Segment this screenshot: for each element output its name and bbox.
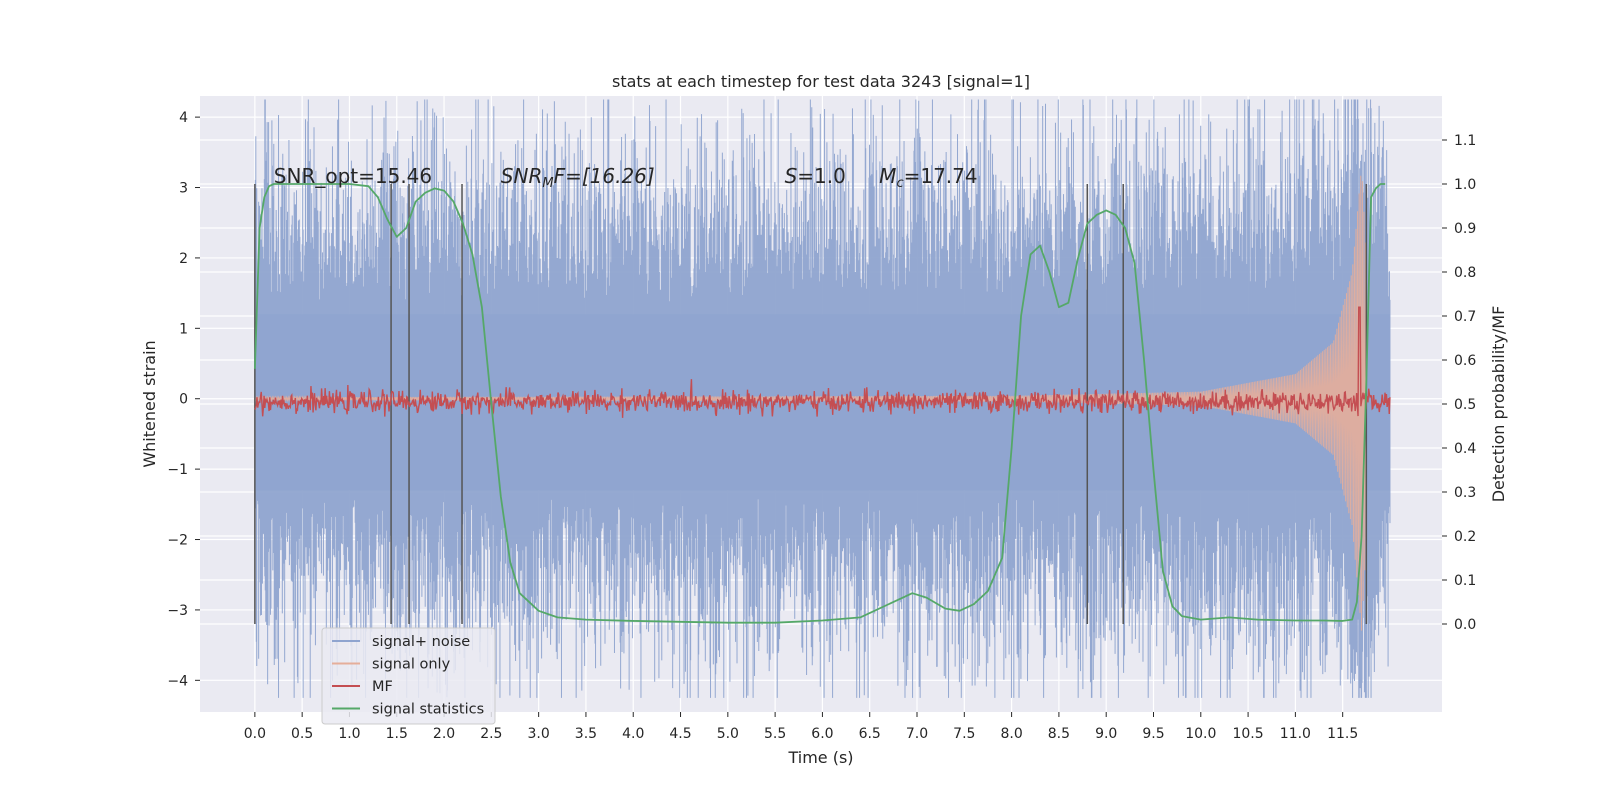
axis-ticks: 0.0 0.5 1.0 1.5 2.0 2.5 3.0 3.5 4.0 4.5 5.0 5.5 6.0 6… (167, 110, 1476, 742)
y-tick-label: −3 (167, 603, 188, 619)
y-right-axis-label: Detection probability/MF (1489, 306, 1508, 503)
y-right-tick-label: 0.1 (1454, 573, 1476, 589)
x-tick-label: 1.0 (338, 726, 360, 742)
y-tick-label: 3 (179, 181, 188, 197)
x-tick-label: 3.0 (528, 726, 550, 742)
legend-label-0: signal+ noise (372, 634, 470, 650)
x-axis-label: Time (s) (787, 748, 853, 767)
x-tick-label: 6.0 (811, 726, 833, 742)
y-tick-label: 0 (179, 392, 188, 408)
y-tick-label: −1 (167, 462, 188, 478)
y-right-tick-label: 0.7 (1454, 309, 1476, 325)
y-tick-label: 2 (179, 251, 188, 267)
series-mf (254, 306, 1391, 418)
annotations: SNR_opt=15.46 SNRMF=[16.26] S=1.0 Mc=17.74 (274, 164, 978, 191)
y-tick-label: 1 (179, 321, 188, 337)
y-right-tick-label: 0.4 (1454, 441, 1476, 457)
y-right-tick-label: 0.6 (1454, 353, 1476, 369)
x-tick-label: 1.5 (386, 726, 408, 742)
y-right-tick-label: 0.0 (1454, 617, 1476, 633)
annotation-0: SNR_opt=15.46 (274, 164, 432, 188)
y-right-tick-label: 0.2 (1454, 529, 1476, 545)
x-tick-label: 8.5 (1048, 726, 1070, 742)
legend-label-3: signal statistics (372, 702, 484, 718)
y-axis-label: Whitened strain (140, 340, 159, 467)
y-right-tick-label: 0.3 (1454, 485, 1476, 501)
x-tick-label: 6.5 (859, 726, 881, 742)
series-signal-statistics (253, 183, 1386, 624)
signal-statistics-trace (253, 183, 1386, 624)
chart-title: stats at each timestep for test data 324… (612, 72, 1030, 91)
x-tick-label: 8.0 (1000, 726, 1022, 742)
y-right-tick-label: 0.9 (1454, 221, 1476, 237)
y-right-tick-label: 0.8 (1454, 265, 1476, 281)
x-tick-label: 10.5 (1232, 726, 1263, 742)
legend-label-1: signal only (372, 657, 451, 673)
x-tick-label: 4.5 (669, 726, 691, 742)
y-right-tick-label: 1.0 (1454, 177, 1476, 193)
x-tick-label: 0.5 (291, 726, 313, 742)
y-tick-label: 4 (179, 110, 188, 126)
x-tick-label: 2.0 (433, 726, 455, 742)
x-tick-label: 9.5 (1142, 726, 1164, 742)
x-tick-label: 5.5 (764, 726, 786, 742)
x-tick-label: 0.0 (244, 726, 266, 742)
legend-box (321, 627, 496, 725)
x-tick-label: 10.0 (1185, 726, 1216, 742)
y-tick-label: −4 (167, 673, 188, 689)
x-tick-label: 4.0 (622, 726, 644, 742)
x-tick-label: 3.5 (575, 726, 597, 742)
annotation-1: SNRMF=[16.26] (501, 164, 655, 191)
legend-label-2: MF (372, 679, 393, 695)
x-tick-label: 9.0 (1095, 726, 1117, 742)
annotation-3: Mc=17.74 (879, 164, 977, 191)
x-tick-label: 11.5 (1327, 726, 1358, 742)
x-tick-label: 7.0 (906, 726, 928, 742)
x-tick-label: 11.0 (1280, 726, 1311, 742)
x-tick-label: 2.5 (480, 726, 502, 742)
y-right-tick-label: 1.1 (1454, 133, 1476, 149)
y-tick-label: −2 (167, 533, 188, 549)
y-right-tick-label: 0.5 (1454, 397, 1476, 413)
x-tick-label: 7.5 (953, 726, 975, 742)
x-tick-label: 5.0 (717, 726, 739, 742)
legend: signal+ noise signal only MF signal statist… (321, 627, 496, 725)
mf-trace (254, 306, 1391, 418)
annotation-2: S=1.0 (785, 164, 846, 188)
